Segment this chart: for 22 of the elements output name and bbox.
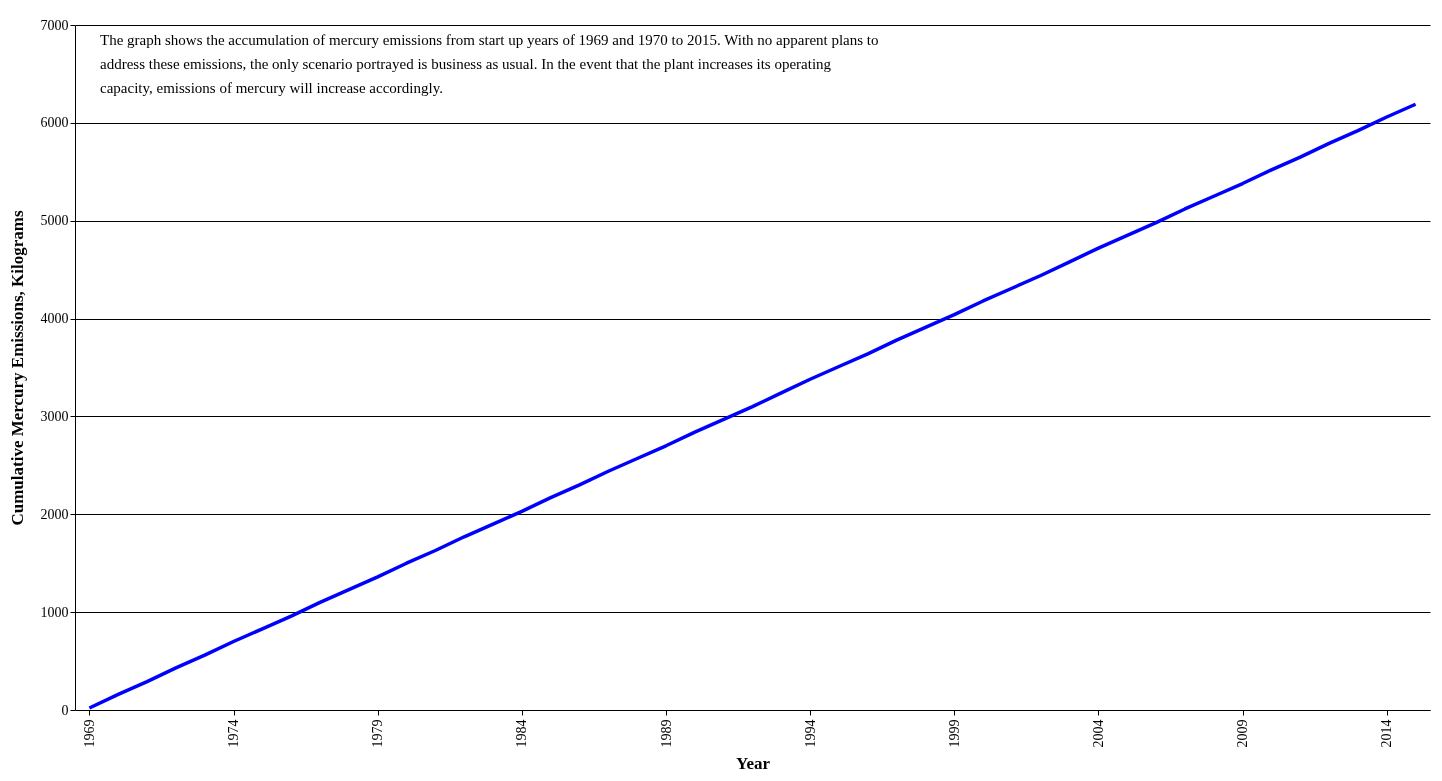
x-tick-label: 2014 [1379, 719, 1395, 748]
x-tick-label: 1984 [514, 719, 530, 748]
x-tick-label: 2004 [1090, 719, 1106, 748]
x-tick-label: 1989 [658, 719, 674, 748]
y-tick-label: 0 [61, 702, 69, 718]
line-series [87, 102, 1418, 710]
x-tick-label: 1969 [81, 719, 97, 748]
y-tick-label: 3000 [40, 408, 69, 424]
y-tick-label: 1000 [40, 604, 69, 620]
y-tick-label: 6000 [40, 115, 69, 131]
y-tick-label: 4000 [40, 311, 69, 327]
x-tick-label: 1979 [370, 719, 386, 748]
y-axis-title: Cumulative Mercury Emissions, Kilograms [7, 210, 27, 526]
x-tick-label: 2009 [1235, 719, 1251, 748]
y-tick-label: 5000 [40, 213, 69, 229]
x-tick-label: 1974 [226, 719, 242, 748]
y-tick-label: 2000 [40, 506, 69, 522]
x-tick-label: 1999 [946, 719, 962, 748]
y-tick-label: 7000 [40, 17, 69, 33]
x-axis-title: Year [736, 753, 771, 773]
x-tick-label: 1994 [802, 719, 818, 748]
annotation: The graph shows the accumulation of mercury emissions from start up years of 1969 and 1970 to 2015. With no apparent plans to address these emissions, the only scenario portrayed is business as usual. In the event that the plant increases its operating capacity, emissions of mercury will increase accordingly. [100, 32, 879, 96]
